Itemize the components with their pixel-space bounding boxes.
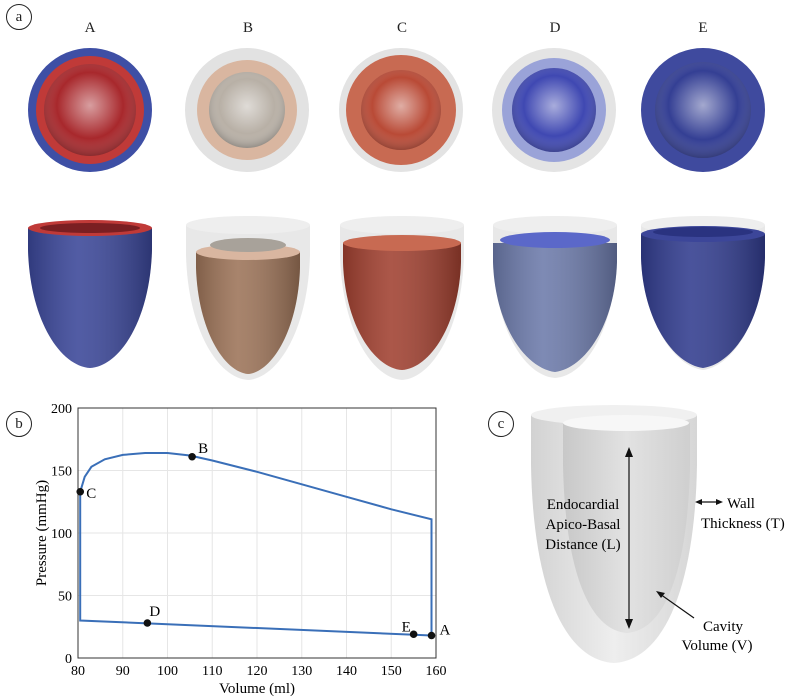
point-c — [76, 487, 85, 496]
l-arrow-head-bottom — [625, 619, 633, 629]
x-axis-label: Volume (ml) — [219, 681, 295, 697]
x-axis-ticks: 80 90 100 110 120 130 140 150 160 — [71, 664, 447, 679]
chart-grid — [77, 407, 437, 659]
point-label-b: B — [198, 441, 208, 457]
x-tick-label: 120 — [247, 664, 268, 679]
side-view-b — [186, 216, 310, 380]
point-d — [143, 619, 152, 627]
x-tick-label: 140 — [336, 664, 357, 679]
column-label-e: E — [698, 20, 708, 36]
x-tick-label: 150 — [381, 664, 402, 679]
y-tick-label: 150 — [51, 465, 72, 480]
side-view-d — [493, 216, 617, 378]
y-tick-label: 200 — [51, 402, 72, 417]
side-d-rim — [500, 232, 610, 248]
v-arrow-head — [656, 591, 665, 598]
label-v-line2: Volume (V) — [682, 638, 753, 654]
point-label-d: D — [149, 604, 160, 620]
y-axis-label: Pressure (mmHg) — [34, 480, 50, 586]
x-tick-label: 110 — [202, 664, 222, 679]
column-label-d: D — [549, 20, 561, 36]
x-tick-label: 100 — [157, 664, 178, 679]
side-view-a — [28, 220, 152, 368]
point-a — [427, 631, 436, 640]
y-axis-ticks: 0 50 100 150 200 — [51, 402, 72, 667]
top-view-e — [641, 48, 765, 172]
label-t-line2: Thickness (T) — [701, 516, 785, 532]
panel-b-badge: b — [6, 411, 32, 437]
x-tick-label: 160 — [426, 664, 447, 679]
panel-a-label: a — [15, 8, 23, 25]
panel-a-badge: a — [6, 4, 32, 30]
l-arrow-head-top — [625, 447, 633, 457]
panel-b-label: b — [15, 415, 23, 432]
t-arrow-head-right — [716, 499, 723, 505]
column-label-b: B — [242, 20, 253, 36]
point-label-a: A — [440, 623, 451, 639]
label-l-line3: Distance (L) — [545, 537, 620, 553]
panel-c-label: c — [497, 415, 505, 432]
ventricle-renderings — [28, 48, 765, 380]
top-view-d — [492, 48, 616, 172]
cavity — [563, 423, 690, 633]
plot-frame — [77, 407, 437, 659]
top-view-a — [28, 48, 152, 172]
y-tick-label: 0 — [65, 652, 72, 667]
geometry-diagram: Endocardial Apico-Basal Distance (L) Wal… — [531, 405, 785, 663]
pv-points: A B C D E — [76, 441, 451, 640]
x-tick-label: 80 — [71, 664, 85, 679]
side-view-e — [641, 216, 765, 370]
t-arrow-head-left — [695, 499, 702, 505]
top-view-c — [339, 48, 463, 172]
point-b — [188, 452, 196, 461]
side-c-rim — [343, 235, 461, 251]
x-tick-label: 90 — [116, 664, 130, 679]
label-l-line1: Endocardial — [547, 497, 619, 513]
cavity-rim — [563, 415, 689, 431]
label-v-line1: Cavity — [703, 619, 743, 635]
x-tick-label: 130 — [291, 664, 312, 679]
point-label-e: E — [402, 619, 411, 635]
point-e — [409, 630, 418, 639]
y-tick-label: 50 — [58, 590, 72, 605]
panel-c-badge: c — [488, 411, 514, 437]
pressure-volume-chart: 80 90 100 110 120 130 140 150 160 0 50 100 150 200 A… — [34, 402, 451, 697]
column-label-c: C — [396, 20, 407, 36]
label-l-line2: Apico-Basal — [546, 517, 621, 533]
label-t-line1: Wall — [727, 496, 755, 512]
point-label-c: C — [86, 486, 96, 502]
y-tick-label: 100 — [51, 527, 72, 542]
pv-loop-line — [79, 452, 433, 637]
v-arrow-line — [659, 593, 695, 619]
top-view-b — [185, 48, 309, 172]
column-label-a: A — [84, 20, 96, 36]
side-view-c — [340, 216, 464, 380]
